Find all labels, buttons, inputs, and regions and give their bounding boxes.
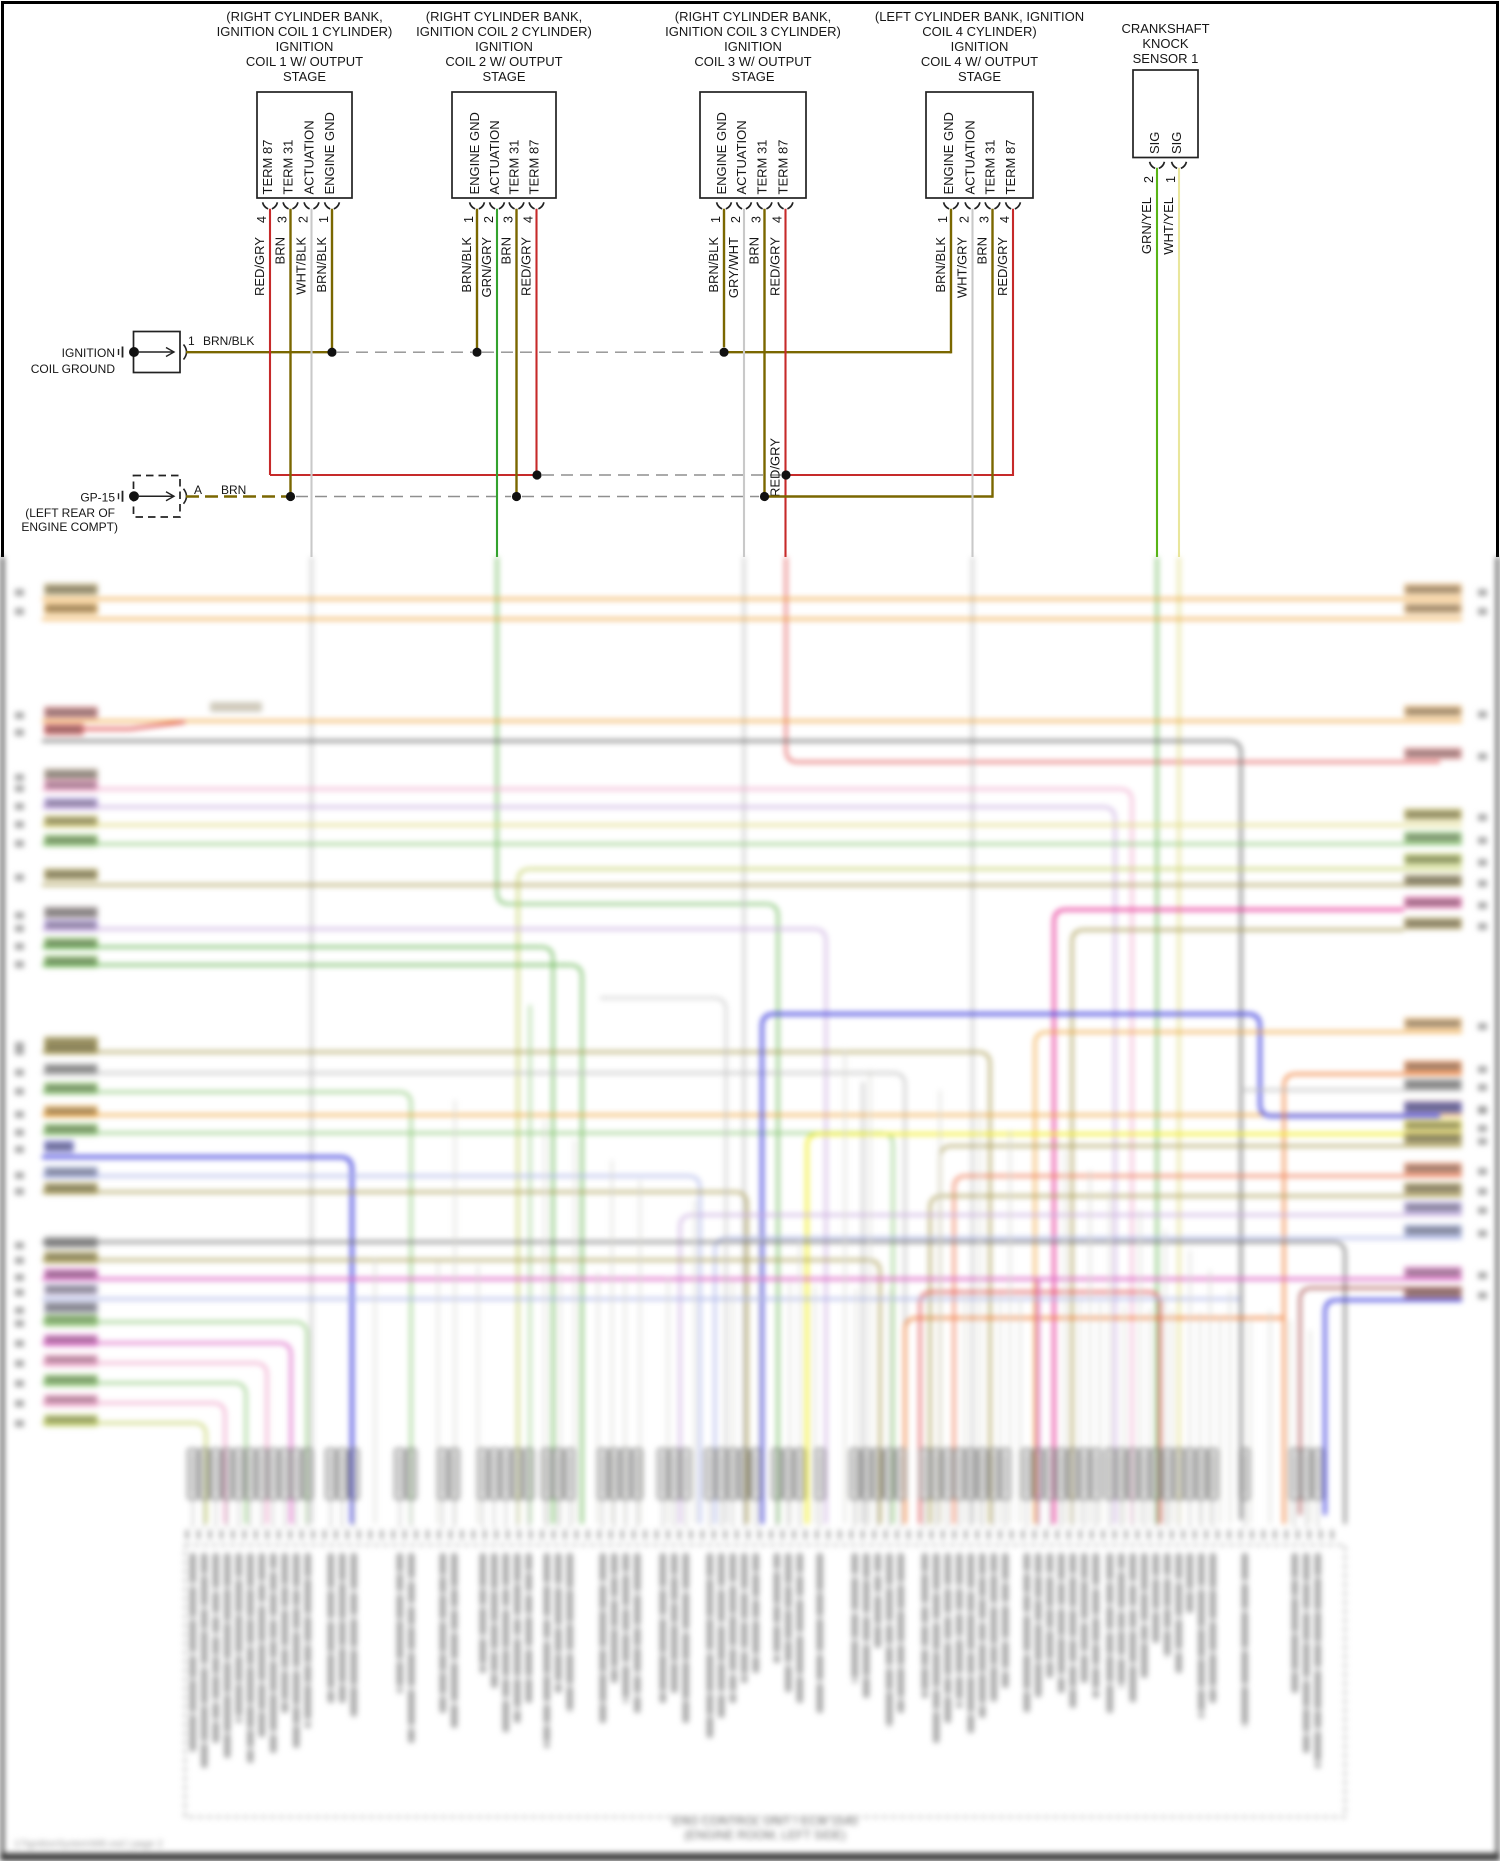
svg-text:STAGE: STAGE <box>958 69 1001 84</box>
svg-text:COIL 4 W/ OUTPUT: COIL 4 W/ OUTPUT <box>921 54 1038 69</box>
svg-text:1: 1 <box>936 216 950 223</box>
svg-text:ENGINE GND: ENGINE GND <box>714 112 729 194</box>
svg-text:1: 1 <box>317 216 331 223</box>
svg-text:BRN: BRN <box>221 483 246 497</box>
svg-text:SIG: SIG <box>1169 132 1184 154</box>
svg-text:SENSOR 1: SENSOR 1 <box>1133 51 1199 66</box>
svg-text:3: 3 <box>978 216 992 223</box>
svg-text:CRANKSHAFT: CRANKSHAFT <box>1121 21 1209 36</box>
svg-text:2: 2 <box>1142 176 1156 183</box>
svg-text:BRN/BLK: BRN/BLK <box>706 237 721 293</box>
svg-text:IGNITION: IGNITION <box>62 346 115 360</box>
svg-text:BRN: BRN <box>499 237 514 264</box>
svg-text:COIL 1 W/ OUTPUT: COIL 1 W/ OUTPUT <box>246 54 363 69</box>
svg-text:WHT/BLK: WHT/BLK <box>294 237 309 295</box>
svg-text:STAGE: STAGE <box>283 69 326 84</box>
svg-text:TERM 31: TERM 31 <box>983 140 998 195</box>
svg-text:(RIGHT CYLINDER BANK,: (RIGHT CYLINDER BANK, <box>675 9 832 24</box>
svg-text:ENGINE COMPT): ENGINE COMPT) <box>21 520 118 534</box>
svg-text:GRY/WHT: GRY/WHT <box>726 237 741 298</box>
svg-text:TERM 31: TERM 31 <box>755 140 770 195</box>
svg-text:SIG: SIG <box>1147 132 1162 154</box>
svg-text:KNOCK: KNOCK <box>1142 36 1189 51</box>
svg-text:3: 3 <box>502 216 516 223</box>
svg-text:ACTUATION: ACTUATION <box>487 120 502 194</box>
svg-text:2: 2 <box>729 216 743 223</box>
svg-text:STAGE: STAGE <box>482 69 525 84</box>
svg-text:ENG CONTROL UNIT / ECM 1545: ENG CONTROL UNIT / ECM 1545 <box>672 1814 858 1828</box>
svg-text:4: 4 <box>771 216 785 223</box>
svg-text:RED/GRY: RED/GRY <box>768 438 783 497</box>
svg-text:GRN/GRY: GRN/GRY <box>479 237 494 298</box>
svg-text:4: 4 <box>998 216 1012 223</box>
svg-text:IGNITION: IGNITION <box>475 39 533 54</box>
svg-text:BRN: BRN <box>975 237 990 264</box>
svg-text:TERM 31: TERM 31 <box>281 140 296 195</box>
svg-text:TERM 87: TERM 87 <box>260 140 275 195</box>
svg-text:1: 1 <box>188 334 195 348</box>
svg-text:4: 4 <box>522 216 536 223</box>
svg-text:ENGINE GND: ENGINE GND <box>941 112 956 194</box>
svg-text:2: 2 <box>482 216 496 223</box>
svg-text:BRN: BRN <box>747 237 762 264</box>
svg-text:2: 2 <box>297 216 311 223</box>
svg-text:COIL 2 W/ OUTPUT: COIL 2 W/ OUTPUT <box>445 54 562 69</box>
svg-text:IGNITION COIL 1 CYLINDER): IGNITION COIL 1 CYLINDER) <box>217 24 393 39</box>
svg-text:1: 1 <box>1164 176 1178 183</box>
svg-text:1: 1 <box>462 216 476 223</box>
svg-text:RED/GRY: RED/GRY <box>995 237 1010 296</box>
svg-text:COIL 3 W/ OUTPUT: COIL 3 W/ OUTPUT <box>694 54 811 69</box>
svg-text:TERM 87: TERM 87 <box>1003 140 1018 195</box>
svg-text:IGNITION: IGNITION <box>724 39 782 54</box>
svg-text:(RIGHT CYLINDER BANK,: (RIGHT CYLINDER BANK, <box>426 9 583 24</box>
svg-text:IGNITION: IGNITION <box>951 39 1009 54</box>
svg-text:(ENGINE ROOM, LEFT SIDE): (ENGINE ROOM, LEFT SIDE) <box>684 1828 846 1842</box>
svg-text:17IgnitionSystemW8.vsd | pag: 17IgnitionSystemW8.vsd | page 2 <box>14 1839 163 1850</box>
svg-text:IGNITION COIL 3 CYLINDER): IGNITION COIL 3 CYLINDER) <box>665 24 841 39</box>
svg-text:GRN/YEL: GRN/YEL <box>1139 197 1154 254</box>
svg-text:3: 3 <box>750 216 764 223</box>
svg-text:COIL 4 CYLINDER): COIL 4 CYLINDER) <box>922 24 1036 39</box>
svg-text:3: 3 <box>276 216 290 223</box>
svg-text:RED/GRY: RED/GRY <box>519 237 534 296</box>
svg-text:(LEFT CYLINDER BANK, IGNITION: (LEFT CYLINDER BANK, IGNITION <box>875 9 1084 24</box>
svg-text:BRN: BRN <box>273 237 288 264</box>
svg-text:GP-15: GP-15 <box>80 490 115 504</box>
svg-text:COIL GROUND: COIL GROUND <box>31 362 116 376</box>
svg-text:1: 1 <box>709 216 723 223</box>
svg-text:A: A <box>194 483 202 497</box>
svg-text:4: 4 <box>255 216 269 223</box>
svg-text:ENGINE GND: ENGINE GND <box>467 112 482 194</box>
svg-text:TERM 31: TERM 31 <box>507 140 522 195</box>
svg-text:WHT/GRY: WHT/GRY <box>955 237 970 298</box>
svg-text:ACTUATION: ACTUATION <box>302 120 317 194</box>
svg-text:RED/GRY: RED/GRY <box>768 237 783 296</box>
svg-text:TERM 87: TERM 87 <box>776 140 791 195</box>
svg-text:BRN/BLK: BRN/BLK <box>933 237 948 293</box>
svg-text:BRN/BLK: BRN/BLK <box>459 237 474 293</box>
svg-text:WHT/YEL: WHT/YEL <box>1161 197 1176 255</box>
svg-text:(RIGHT CYLINDER BANK,: (RIGHT CYLINDER BANK, <box>226 9 383 24</box>
svg-text:BRN/BLK: BRN/BLK <box>314 237 329 293</box>
svg-text:BRN/BLK: BRN/BLK <box>203 334 254 348</box>
svg-text:RED/GRY: RED/GRY <box>252 237 267 296</box>
svg-text:IGNITION: IGNITION <box>276 39 334 54</box>
svg-text:IGNITION COIL 2 CYLINDER): IGNITION COIL 2 CYLINDER) <box>416 24 592 39</box>
svg-text:STAGE: STAGE <box>731 69 774 84</box>
svg-text:(LEFT REAR OF: (LEFT REAR OF <box>25 506 115 520</box>
svg-text:2: 2 <box>958 216 972 223</box>
svg-text:ENGINE GND: ENGINE GND <box>322 112 337 194</box>
svg-text:TERM 87: TERM 87 <box>527 140 542 195</box>
svg-text:ACTUATION: ACTUATION <box>734 120 749 194</box>
svg-text:ACTUATION: ACTUATION <box>963 120 978 194</box>
